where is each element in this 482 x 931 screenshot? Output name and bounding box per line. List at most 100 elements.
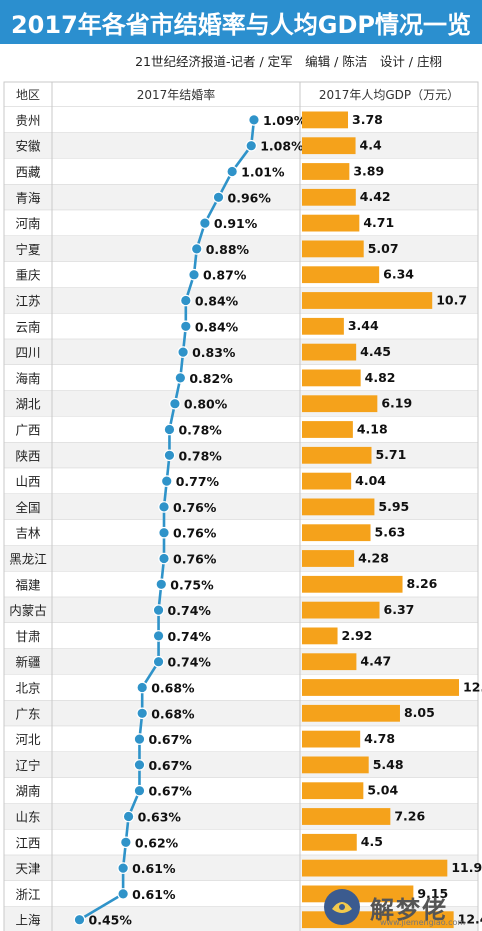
gdp-value-label: 4.18 xyxy=(357,421,388,436)
gdp-value-label: 5.71 xyxy=(375,447,406,462)
marriage-rate-point xyxy=(199,217,211,229)
marriage-rate-point xyxy=(188,268,200,281)
gdp-value-label: 5.48 xyxy=(373,757,404,772)
table-row xyxy=(4,468,478,494)
marriage-rate-label: 0.75% xyxy=(170,577,214,592)
marriage-rate-point xyxy=(117,862,129,874)
marriage-rate-label: 0.68% xyxy=(151,681,195,696)
gdp-value-label: 5.95 xyxy=(378,499,409,514)
marriage-rate-label: 1.01% xyxy=(241,165,285,180)
marriage-rate-label: 0.67% xyxy=(148,784,192,799)
region-label: 天津 xyxy=(15,861,40,876)
table-row xyxy=(4,803,478,830)
table-row xyxy=(4,442,478,469)
gdp-value-label: 5.04 xyxy=(367,783,398,798)
gdp-bar xyxy=(302,859,448,877)
table-row xyxy=(4,365,478,391)
gdp-value-label: 4.5 xyxy=(361,834,383,849)
region-label: 浙江 xyxy=(15,887,40,902)
marriage-rate-point xyxy=(158,501,170,513)
gdp-bar xyxy=(302,266,380,284)
gdp-value-label: 3.89 xyxy=(353,163,384,178)
marriage-rate-point xyxy=(248,114,260,126)
gdp-bar xyxy=(302,627,338,645)
table-row xyxy=(4,339,478,365)
gdp-value-label: 2.92 xyxy=(342,628,373,643)
region-label: 福建 xyxy=(15,577,41,592)
region-label: 海南 xyxy=(15,371,40,386)
gdp-value-label: 4.42 xyxy=(360,189,391,204)
marriage-rate-label: 1.09% xyxy=(263,113,307,128)
gdp-bar xyxy=(302,782,364,800)
marriage-rate-label: 0.74% xyxy=(168,629,212,644)
gdp-value-label: 4.4 xyxy=(360,138,382,153)
region-label: 陕西 xyxy=(15,448,40,463)
gdp-value-label: 4.28 xyxy=(358,550,389,565)
gdp-value-label: 3.78 xyxy=(352,112,383,127)
title-bar: 2017年各省市结婚率与人均GDP情况一览 xyxy=(0,0,482,44)
marriage-rate-point xyxy=(152,630,165,642)
region-label: 江西 xyxy=(15,835,40,850)
gdp-value-label: 4.71 xyxy=(363,215,394,230)
region-label: 江苏 xyxy=(15,294,40,309)
marriage-rate-label: 0.83% xyxy=(192,345,236,360)
marriage-rate-point xyxy=(120,836,132,849)
marriage-rate-point xyxy=(177,346,189,358)
table-row xyxy=(4,184,478,211)
gdp-value-label: 4.04 xyxy=(355,473,386,488)
gdp-bar xyxy=(302,421,353,438)
marriage-rate-label: 0.74% xyxy=(168,655,212,670)
gdp-value-label: 8.26 xyxy=(407,576,438,591)
region-label: 山东 xyxy=(15,810,40,825)
marriage-rate-point xyxy=(152,655,165,668)
gdp-bar xyxy=(302,214,360,232)
marriage-rate-point xyxy=(163,423,176,436)
marriage-rate-label: 0.63% xyxy=(138,810,182,825)
marriage-rate-point xyxy=(73,913,86,926)
gdp-value-label: 7.26 xyxy=(394,808,425,823)
marriage-rate-point xyxy=(163,449,176,462)
gdp-value-label: 4.82 xyxy=(365,370,396,385)
region-label: 贵州 xyxy=(15,113,40,128)
gdp-bar xyxy=(302,679,459,696)
table-row xyxy=(4,210,478,236)
column-header: 2017年结婚率 xyxy=(137,87,216,102)
region-label: 湖北 xyxy=(15,397,41,412)
table-row xyxy=(4,726,478,752)
gdp-value-label: 6.37 xyxy=(384,602,415,617)
marriage-rate-label: 0.61% xyxy=(132,861,176,876)
gdp-value-label: 5.63 xyxy=(375,525,406,540)
marriage-rate-point xyxy=(226,165,238,178)
gdp-bar xyxy=(302,730,361,748)
gdp-bar xyxy=(302,111,349,129)
marriage-rate-label: 0.61% xyxy=(132,887,176,902)
region-label: 甘肃 xyxy=(15,629,40,644)
marriage-rate-point xyxy=(190,243,203,255)
table-row xyxy=(4,829,478,856)
gdp-value-label: 4.47 xyxy=(360,654,391,669)
marriage-rate-label: 1.08% xyxy=(260,139,304,154)
gdp-bar xyxy=(302,756,369,774)
marriage-rate-point xyxy=(133,784,146,797)
table-row xyxy=(4,158,478,185)
table-row xyxy=(4,132,478,159)
table-row xyxy=(4,597,478,623)
table-row xyxy=(4,261,478,288)
gdp-value-label: 6.34 xyxy=(383,267,414,282)
marriage-rate-label: 0.78% xyxy=(178,448,222,463)
marriage-rate-point xyxy=(152,604,165,616)
table-row xyxy=(4,752,478,778)
region-label: 广西 xyxy=(15,423,40,438)
marriage-rate-label: 0.88% xyxy=(206,242,250,257)
gdp-bar xyxy=(302,446,372,464)
marriage-rate-point xyxy=(180,294,192,307)
marriage-rate-label: 0.68% xyxy=(151,706,195,721)
gdp-bar xyxy=(302,343,357,361)
region-label: 广东 xyxy=(15,706,40,721)
gdp-value-label: 9.15 xyxy=(417,886,448,901)
table-row xyxy=(4,648,478,675)
watermark-text: 解梦佬 xyxy=(370,895,448,924)
marriage-rate-point xyxy=(158,552,170,565)
marriage-rate-label: 0.80% xyxy=(184,397,228,412)
